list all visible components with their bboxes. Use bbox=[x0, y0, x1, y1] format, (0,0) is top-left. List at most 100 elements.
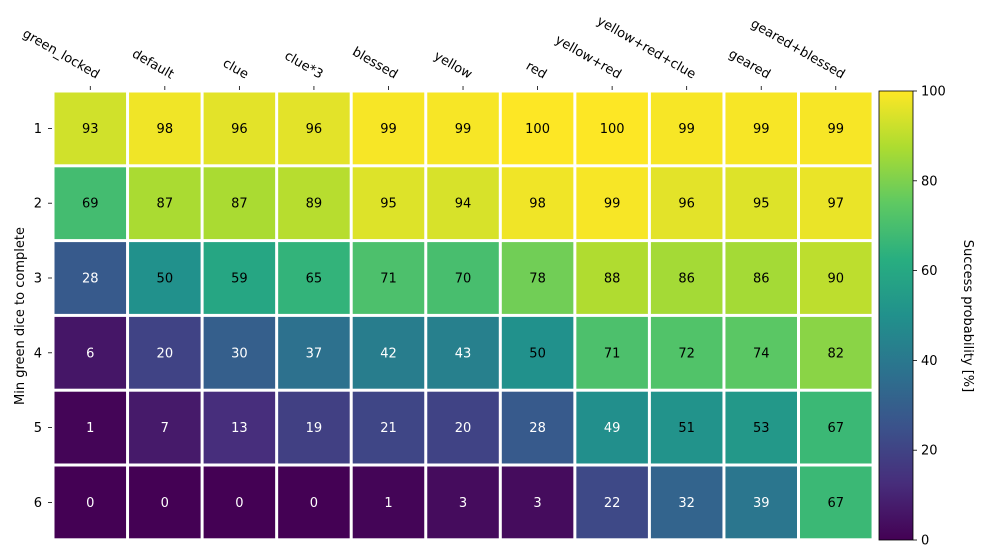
heatmap-cell bbox=[278, 242, 350, 314]
row-label: 1 bbox=[34, 122, 42, 137]
heatmap-cell bbox=[501, 92, 574, 165]
cell-value-label: 82 bbox=[828, 346, 845, 361]
cell-value-label: 89 bbox=[306, 197, 323, 212]
cell-value-label: 94 bbox=[455, 197, 472, 212]
cell-value-label: 0 bbox=[161, 496, 169, 511]
column-label: green_locked bbox=[20, 26, 102, 82]
heatmap-cell bbox=[725, 391, 797, 464]
column-label: clue*3 bbox=[282, 49, 326, 83]
y-axis-label: Min green dice to complete bbox=[13, 227, 28, 405]
heatmap-cell bbox=[800, 242, 872, 314]
cell-value-label: 96 bbox=[678, 197, 695, 212]
heatmap-cell bbox=[800, 92, 872, 165]
cell-value-label: 99 bbox=[828, 122, 845, 137]
colorbar-tick-label: 0 bbox=[921, 534, 929, 549]
cell-value-label: 93 bbox=[82, 122, 99, 137]
cell-value-label: 13 bbox=[231, 421, 248, 436]
cell-value-label: 28 bbox=[82, 272, 99, 287]
cell-value-label: 99 bbox=[604, 197, 621, 212]
cell-value-label: 87 bbox=[231, 197, 248, 212]
heatmap-cell bbox=[800, 391, 872, 464]
heatmap-cell bbox=[278, 466, 350, 539]
row-label: 5 bbox=[34, 421, 42, 436]
column-label: clue bbox=[220, 56, 251, 82]
heatmap-cell bbox=[501, 316, 574, 389]
cell-value-label: 71 bbox=[604, 346, 621, 361]
cell-value-label: 67 bbox=[828, 496, 845, 511]
cell-value-label: 72 bbox=[678, 346, 695, 361]
heatmap-cell bbox=[725, 92, 797, 165]
colorbar-gradient bbox=[878, 90, 914, 541]
heatmap-cell bbox=[650, 316, 723, 389]
colorbar-tick-label: 100 bbox=[921, 85, 946, 100]
heatmap-cell bbox=[501, 466, 574, 539]
heatmap-cell bbox=[576, 391, 648, 464]
cell-value-label: 42 bbox=[380, 346, 397, 361]
heatmap-cell bbox=[203, 92, 276, 165]
heatmap-cell bbox=[54, 316, 127, 389]
row-label: 6 bbox=[34, 496, 42, 511]
cell-value-label: 67 bbox=[828, 421, 845, 436]
cell-value-label: 95 bbox=[753, 197, 770, 212]
row-labels: 1 2 3 4 5 6 bbox=[34, 122, 52, 511]
cell-value-label: 6 bbox=[86, 346, 94, 361]
row-label: 3 bbox=[34, 272, 42, 287]
heatmap-cell bbox=[203, 316, 276, 389]
cell-value-label: 99 bbox=[380, 122, 397, 137]
cell-value-label: 0 bbox=[310, 496, 318, 511]
cell-value-label: 49 bbox=[604, 421, 621, 436]
cell-value-label: 98 bbox=[529, 197, 546, 212]
heatmap-cell bbox=[800, 466, 872, 539]
heatmap-cell bbox=[352, 92, 425, 165]
heatmap-cell bbox=[725, 466, 797, 539]
column-labels: green_locked default clue clue*3 blessed yell… bbox=[20, 14, 847, 90]
heatmap-cell bbox=[54, 92, 127, 165]
heatmap-cell bbox=[725, 167, 797, 240]
cell-value-label: 20 bbox=[455, 421, 472, 436]
cell-value-label: 51 bbox=[678, 421, 695, 436]
cell-value-label: 99 bbox=[455, 122, 472, 137]
cell-value-label: 3 bbox=[459, 496, 467, 511]
heatmap-cell bbox=[576, 167, 648, 240]
cell-value-label: 95 bbox=[380, 197, 397, 212]
heatmap-cell bbox=[129, 167, 201, 240]
cell-value-label: 3 bbox=[533, 496, 541, 511]
cell-value-label: 70 bbox=[455, 272, 472, 287]
heatmap-cell bbox=[352, 242, 425, 314]
heatmap-cell bbox=[427, 167, 499, 240]
cell-value-label: 97 bbox=[828, 197, 845, 212]
cell-value-label: 74 bbox=[753, 346, 770, 361]
row-label: 4 bbox=[34, 346, 42, 361]
cell-value-label: 96 bbox=[306, 122, 323, 137]
colorbar-tick-label: 40 bbox=[921, 354, 938, 369]
cell-value-label: 7 bbox=[161, 421, 169, 436]
heatmap-cell bbox=[352, 391, 425, 464]
cell-value-label: 19 bbox=[306, 421, 323, 436]
row-label: 2 bbox=[34, 197, 42, 212]
cell-value-label: 99 bbox=[753, 122, 770, 137]
heatmap-cell bbox=[427, 466, 499, 539]
colorbar-label: Success probability [%] bbox=[960, 240, 975, 392]
heatmap-cell bbox=[352, 316, 425, 389]
cell-value-label: 37 bbox=[306, 346, 323, 361]
heatmap-cell bbox=[725, 242, 797, 314]
cell-value-label: 69 bbox=[82, 197, 99, 212]
cell-value-label: 99 bbox=[678, 122, 695, 137]
heatmap-cell bbox=[129, 242, 201, 314]
heatmap-cell bbox=[650, 242, 723, 314]
column-label: geared bbox=[726, 47, 773, 83]
cell-value-label: 30 bbox=[231, 346, 248, 361]
cell-value-label: 59 bbox=[231, 272, 248, 287]
heatmap-cell bbox=[501, 167, 574, 240]
cell-value-label: 100 bbox=[600, 122, 625, 137]
heatmap-cell bbox=[576, 316, 648, 389]
heatmap-cell bbox=[650, 391, 723, 464]
cell-value-label: 86 bbox=[678, 272, 695, 287]
cell-value-label: 90 bbox=[828, 272, 845, 287]
heatmap-cell bbox=[278, 316, 350, 389]
heatmap-cell bbox=[203, 167, 276, 240]
cell-value-label: 22 bbox=[604, 496, 621, 511]
colorbar: 0 20 40 60 80 100 Success probability [%] bbox=[878, 85, 975, 549]
cell-value-label: 71 bbox=[380, 272, 397, 287]
